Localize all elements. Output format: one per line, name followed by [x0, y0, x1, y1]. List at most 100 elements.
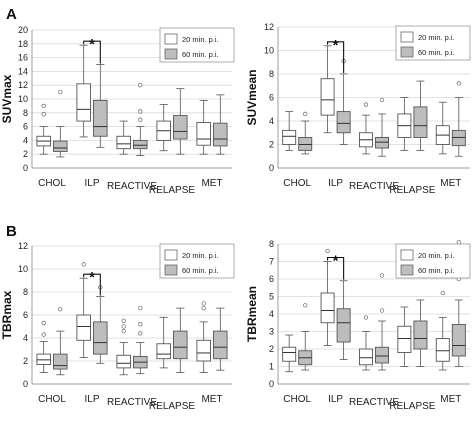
iqr-box: [413, 106, 428, 138]
box-1: [213, 307, 228, 371]
outlier-point: [138, 109, 143, 114]
iqr-box: [53, 353, 68, 370]
iqr-box: [93, 99, 108, 137]
box-0: [36, 320, 51, 373]
outlier-point: [121, 318, 126, 323]
outlier-point: [81, 262, 86, 267]
y-tick-label: 8: [23, 108, 28, 118]
iqr-box: [413, 320, 428, 350]
box-1: [173, 88, 188, 155]
outlier-point: [379, 308, 385, 313]
box-0: [435, 101, 450, 155]
box-0: [320, 248, 335, 346]
box-1: [213, 94, 228, 155]
legend-label: 60 min. p.i.: [418, 266, 455, 275]
outlier-point: [138, 305, 143, 311]
y-tick-label: 8: [23, 287, 28, 297]
iqr-box: [173, 115, 188, 140]
iqr-box: [93, 321, 108, 355]
iqr-box: [76, 83, 91, 122]
box-0: [397, 306, 412, 367]
panel-label: B: [6, 223, 17, 240]
outlier-point: [58, 307, 63, 312]
category-label: ILP: [84, 178, 99, 189]
box-0: [156, 316, 171, 369]
significance-star: *: [89, 269, 95, 286]
iqr-box: [156, 343, 171, 360]
legend-label: 60 min. p.i.: [182, 266, 219, 275]
category-label: RELAPSE: [389, 185, 435, 196]
iqr-box: [196, 339, 211, 362]
category-label: REACTIVE: [107, 181, 157, 192]
bracket-line: [83, 40, 101, 64]
box-1: [336, 280, 351, 360]
box-1: [336, 58, 351, 145]
category-label: MET: [440, 178, 461, 189]
category-label: ILP: [328, 178, 343, 189]
outlier-point: [201, 305, 206, 311]
y-tick-label: 8: [269, 239, 274, 249]
iqr-box: [173, 330, 188, 360]
box-0: [116, 318, 131, 376]
box-1: [375, 97, 390, 157]
outlier-point: [138, 83, 143, 88]
iqr-box: [116, 135, 131, 150]
y-tick-label: 12: [18, 80, 28, 90]
y-tick-label: 10: [264, 46, 274, 56]
legend-swatch: [164, 264, 178, 276]
box-0: [282, 334, 297, 373]
outlier-point: [138, 117, 143, 122]
y-tick-label: 6: [23, 122, 28, 132]
iqr-box: [36, 353, 51, 365]
y-tick-label: 5: [269, 292, 274, 302]
outlier-point: [456, 240, 461, 245]
legend-swatch: [164, 249, 178, 261]
outlier-point: [121, 328, 126, 334]
y-tick-label: 1: [269, 362, 274, 372]
significance-star: *: [333, 253, 339, 270]
iqr-box: [282, 129, 297, 145]
iqr-box: [133, 139, 148, 150]
legend-label: 60 min. p.i.: [182, 50, 219, 59]
iqr-box: [375, 136, 390, 149]
y-tick-label: 7: [269, 257, 274, 267]
legend: 20 min. p.i. 60 min. p.i.: [159, 243, 235, 279]
box-1: [298, 111, 313, 155]
category-label: CHOL: [38, 178, 66, 189]
iqr-box: [320, 292, 335, 324]
iqr-box: [336, 308, 351, 343]
category-label: CHOL: [283, 178, 311, 189]
category-label: MET: [201, 394, 222, 405]
box-0: [320, 45, 335, 134]
chart-panel-1: A SUVmax 0 2 4 6 8 10 12 14 16 18 20 CHOL ILP REACTIVER…: [0, 6, 235, 196]
box-0: [282, 111, 297, 151]
outlier-point: [303, 303, 308, 308]
iqr-box: [451, 129, 466, 147]
y-tick-label: 6: [269, 274, 274, 284]
box-1: [53, 307, 68, 376]
category-label: RELAPSE: [389, 401, 435, 412]
significance-bracket: *: [327, 253, 345, 280]
y-tick-label: 2: [23, 149, 28, 159]
iqr-box: [213, 122, 228, 147]
y-tick-label: 6: [23, 310, 28, 320]
box-1: [173, 307, 188, 373]
outlier-point: [41, 112, 46, 117]
y-tick-label: 0: [23, 163, 28, 173]
iqr-box: [451, 324, 466, 357]
outlier-point: [363, 315, 369, 320]
box-0: [397, 55, 412, 151]
box-1: [451, 240, 466, 367]
y-axis-label: SUVmean: [245, 69, 259, 125]
legend-label: 60 min. p.i.: [418, 48, 455, 57]
y-tick-label: 12: [264, 22, 274, 32]
legend-label: 20 min. p.i.: [418, 33, 455, 42]
y-tick-label: 18: [18, 39, 28, 49]
box-1: [375, 273, 390, 371]
category-label: REACTIVE: [107, 397, 157, 408]
legend-swatch: [400, 31, 414, 43]
y-tick-label: 20: [18, 25, 28, 35]
